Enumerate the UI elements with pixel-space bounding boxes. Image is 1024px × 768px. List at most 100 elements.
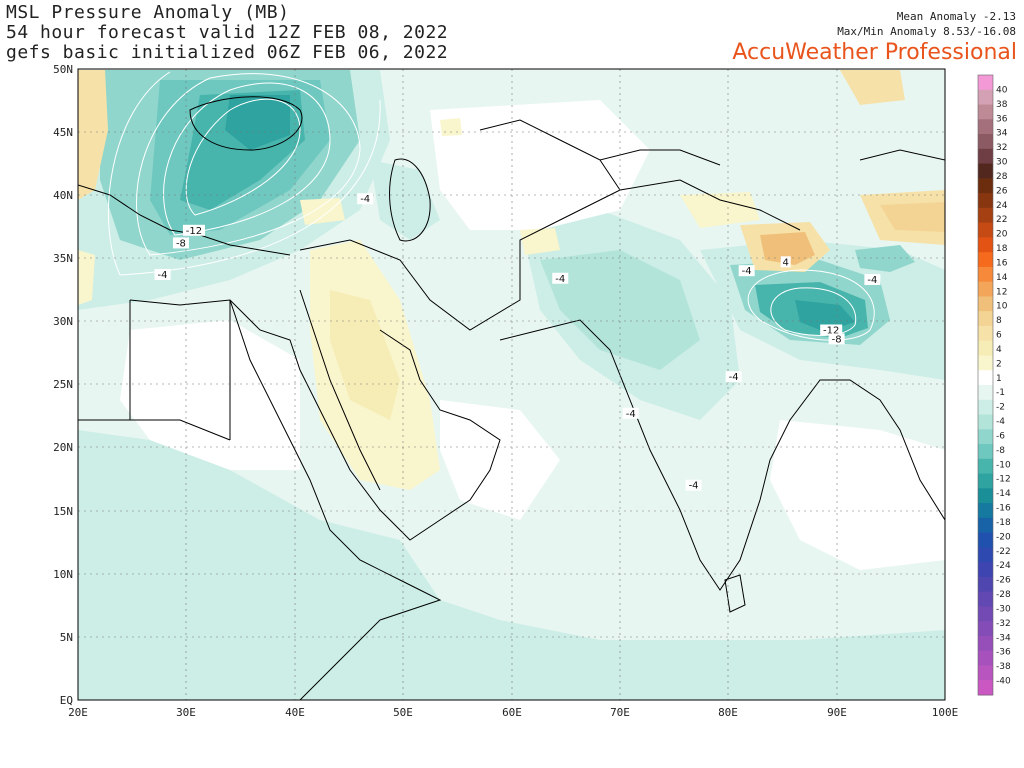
contour-line <box>747 269 875 341</box>
contour-value-label: -8 <box>832 334 842 345</box>
scale-label: -8 <box>996 446 1005 456</box>
scale-label: -18 <box>996 518 1011 528</box>
contour-value-label: 4 <box>783 257 789 268</box>
syria-positive-patch <box>300 198 345 225</box>
scale-frame <box>977 74 994 696</box>
scale-label: -32 <box>996 619 1011 629</box>
scale-label: 6 <box>996 331 1002 341</box>
scale-label: -16 <box>996 504 1011 514</box>
scale-label: -14 <box>996 489 1011 499</box>
scale-label: -26 <box>996 576 1011 586</box>
china-positive-core <box>880 202 945 232</box>
scale-swatch <box>978 193 993 209</box>
scale-label: 38 <box>996 100 1008 110</box>
scale-label: -12 <box>996 475 1011 485</box>
scale-swatch <box>978 385 993 401</box>
scale-swatch <box>978 222 993 238</box>
contour-labels: -12-8-4-4-44-4-4-12-8-4-4-4 <box>154 193 881 492</box>
scale-label: 10 <box>996 302 1008 312</box>
scale-swatch <box>978 517 993 534</box>
scale-label: 12 <box>996 287 1007 297</box>
scale-label: 1 <box>996 374 1002 384</box>
scale-swatch <box>978 148 993 165</box>
scale-swatch <box>978 119 993 135</box>
central-asia-borders <box>479 119 721 191</box>
scale-swatch <box>978 340 993 356</box>
mongolia-positive-patch <box>840 70 905 105</box>
asia-borders <box>299 179 801 331</box>
contour-value-label: -4 <box>158 270 168 281</box>
mediterranean-positive-edge <box>78 250 95 305</box>
contour-label-bg <box>780 256 791 268</box>
scale-swatch <box>978 163 993 179</box>
lat-label: 45N <box>53 126 73 139</box>
scale-label: 18 <box>996 244 1008 254</box>
contour-label-bg <box>182 224 205 236</box>
arabia-positive-core <box>330 290 400 420</box>
longitude-axis: 20E 30E 40E 50E 60E 70E 80E 90E 100E <box>68 706 958 719</box>
scale-swatch <box>978 266 993 283</box>
contour-value-label: -4 <box>867 275 877 286</box>
scale-swatch <box>978 370 993 386</box>
scale-label: -1 <box>996 388 1005 398</box>
lat-label: EQ <box>60 694 73 707</box>
contour-value-label: -8 <box>176 238 186 249</box>
contour-line <box>107 71 381 276</box>
scale-swatch <box>978 429 993 445</box>
scale-swatch <box>978 89 993 106</box>
contour-label-bg <box>864 274 881 286</box>
contour-value-label: -4 <box>360 194 370 205</box>
scale-swatch <box>978 178 993 194</box>
lat-label: 40N <box>53 189 73 202</box>
scale-label: 34 <box>996 129 1008 139</box>
coastlines-borders <box>78 96 945 700</box>
tibet-positive-core <box>760 232 815 265</box>
red-sea-west-coast <box>299 289 381 491</box>
maxmin-anomaly-text: Max/Min Anomaly 8.53/-16.08 <box>837 25 1016 38</box>
scale-swatch <box>978 104 993 120</box>
arabia-coastline <box>129 299 501 541</box>
scale-label: -34 <box>996 633 1011 643</box>
contour-value-label: -4 <box>626 409 636 420</box>
scale-label: -30 <box>996 604 1011 614</box>
latitude-axis: 50N 45N 40N 35N 30N 25N 20N 15N 10N 5N E… <box>53 63 73 707</box>
contour-value-label: -4 <box>689 481 699 492</box>
scale-swatch <box>978 252 993 268</box>
contour-label-bg <box>738 265 755 277</box>
contour-value-label: -4 <box>729 372 739 383</box>
scale-label: -2 <box>996 403 1005 413</box>
contour-label-bg <box>172 237 189 249</box>
contour-value-label: -4 <box>742 266 752 277</box>
scale-swatch <box>978 547 993 563</box>
scale-label: 16 <box>996 258 1008 268</box>
china-border <box>859 149 945 161</box>
lat-label: 5N <box>60 631 73 644</box>
scale-label: 30 <box>996 158 1008 168</box>
contour-value-label: -12 <box>823 325 839 336</box>
contour-label-bg <box>820 324 843 336</box>
contour-value-label: -12 <box>186 226 202 237</box>
scale-swatch <box>978 296 993 312</box>
color-scale-bar: 40 38 36 34 32 30 28 26 24 22 20 18 16 14 12 10 8 6 4 2 1 -1 -… <box>977 74 1011 696</box>
tibet-negative-max <box>795 300 855 332</box>
scale-label: -6 <box>996 431 1005 441</box>
scale-swatch <box>978 621 993 637</box>
scale-swatch <box>978 281 993 297</box>
lon-label: 20E <box>68 706 88 719</box>
black-sea-coastline <box>189 96 303 151</box>
scale-swatch <box>978 650 993 666</box>
lat-label: 10N <box>53 568 73 581</box>
contour-line <box>136 73 361 256</box>
himalaya-positive-patch <box>680 192 760 228</box>
contour-label-bg <box>552 272 569 284</box>
scale-swatch <box>978 75 993 91</box>
scale-swatch <box>978 458 993 475</box>
lat-label: 25N <box>53 378 73 391</box>
scale-swatch <box>978 606 993 622</box>
map-frame <box>77 68 946 701</box>
lon-label: 90E <box>827 706 847 719</box>
scale-swatch <box>978 207 993 224</box>
africa-borders <box>78 300 231 441</box>
caspian-negative <box>370 160 440 240</box>
